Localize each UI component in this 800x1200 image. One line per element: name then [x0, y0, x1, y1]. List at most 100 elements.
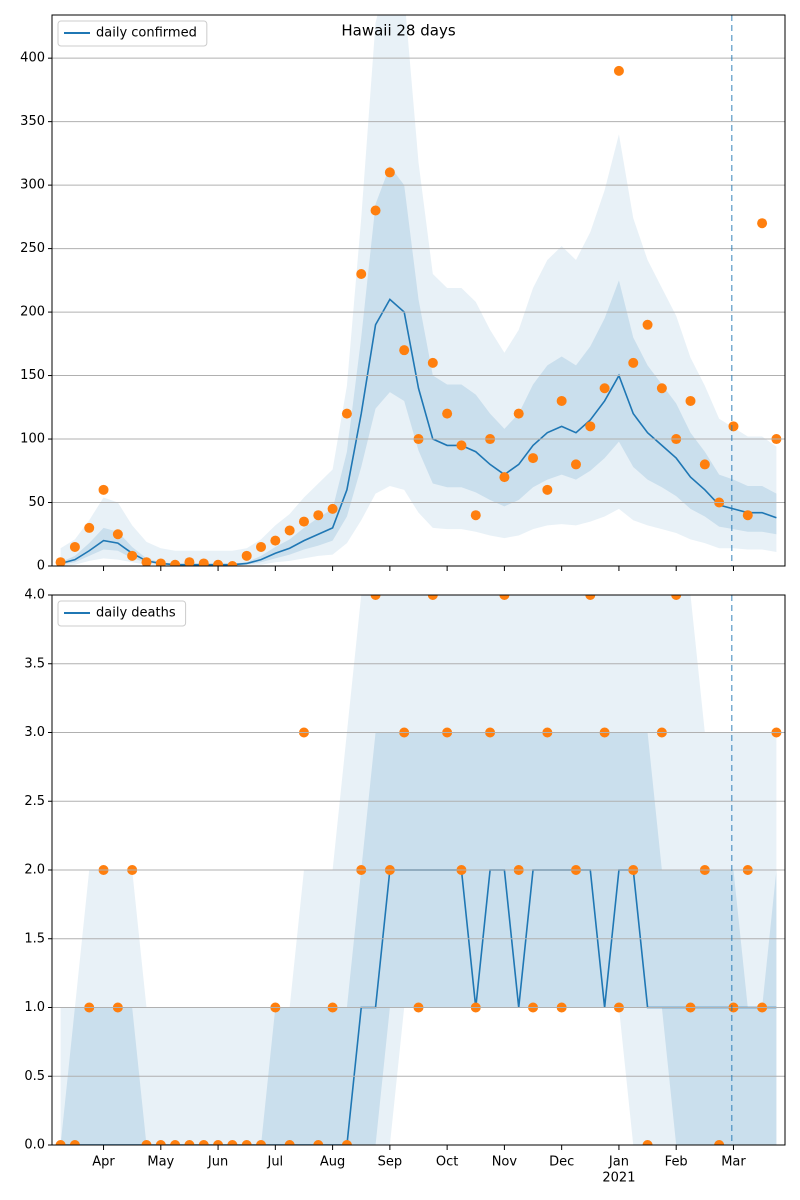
data-point: [356, 268, 367, 279]
confidence-band: [60, 15, 777, 566]
data-point: [227, 561, 238, 566]
data-point: [628, 357, 639, 368]
data-point: [542, 484, 553, 495]
x-tick-label: Dec: [549, 1155, 574, 1170]
data-point: [728, 421, 739, 432]
data-point: [170, 1140, 181, 1145]
data-point: [184, 1140, 195, 1145]
data-point: [198, 558, 209, 566]
data-point: [298, 516, 309, 527]
data-point: [98, 484, 109, 495]
x-tick-label: May: [147, 1155, 174, 1170]
data-point: [642, 1140, 653, 1145]
y-tick-label: 3.0: [24, 725, 45, 740]
data-point: [370, 205, 381, 216]
data-point: [313, 510, 324, 521]
data-point: [427, 595, 438, 600]
plot-frame: [51, 594, 786, 1146]
plot-frame: [51, 14, 786, 567]
data-point: [155, 558, 166, 566]
y-tick-label: 300: [20, 178, 45, 193]
data-point: [499, 472, 510, 483]
data-point: [399, 345, 410, 356]
data-point: [213, 1140, 224, 1145]
data-point: [227, 1140, 238, 1145]
data-point: [384, 167, 395, 178]
legend: daily deaths: [57, 600, 187, 627]
data-point: [198, 1140, 209, 1145]
x-tick-label: Mar: [721, 1155, 746, 1170]
data-point: [55, 557, 66, 566]
data-point: [256, 1140, 267, 1145]
plot-content: [55, 15, 782, 566]
y-tick-label: 400: [20, 51, 45, 66]
data-point: [241, 1140, 252, 1145]
y-tick-label: 1.5: [24, 931, 45, 946]
data-point: [427, 357, 438, 368]
x-tick-label: Feb: [665, 1155, 688, 1170]
x-tick-label: Jun: [207, 1155, 228, 1170]
data-point: [599, 383, 610, 394]
data-point: [55, 1140, 66, 1145]
x-tick-label: Jan: [608, 1155, 629, 1170]
y-tick-label: 250: [20, 241, 45, 256]
legend-label: daily deaths: [96, 606, 176, 621]
data-point: [613, 65, 624, 76]
data-point: [184, 557, 195, 566]
x-tick-label: Apr: [92, 1155, 115, 1170]
data-point: [757, 218, 768, 229]
data-point: [556, 395, 567, 406]
x-tick-label: Aug: [320, 1155, 345, 1170]
x-year-label: 2021: [602, 1171, 635, 1186]
data-point: [241, 550, 252, 561]
y-tick-label: 4.0: [24, 588, 45, 603]
y-tick-label: 350: [20, 114, 45, 129]
data-point: [84, 522, 95, 533]
data-point: [499, 595, 510, 600]
y-tick-label: 2.0: [24, 863, 45, 878]
data-point: [570, 459, 581, 470]
data-point: [671, 595, 682, 600]
data-point: [256, 541, 267, 552]
data-point: [585, 595, 596, 600]
y-tick-label: 0: [37, 559, 45, 574]
data-point: [656, 383, 667, 394]
data-point: [141, 557, 152, 566]
x-tick-label: Oct: [436, 1155, 458, 1170]
data-point: [284, 525, 295, 536]
x-tick-label: Nov: [492, 1155, 518, 1170]
confidence-band: [60, 166, 777, 566]
data-point: [284, 1140, 295, 1145]
data-point: [313, 1140, 324, 1145]
legend-label: daily confirmed: [96, 26, 197, 41]
legend-box: [57, 600, 187, 627]
plot-area: 0 50 100 150 200 250 300 350 400 Hawaii 28 days da…: [20, 14, 786, 574]
data-point: [685, 395, 696, 406]
y-tick-label: 200: [20, 305, 45, 320]
y-tick-label: 3.5: [24, 656, 45, 671]
data-point: [112, 529, 123, 540]
chart-title: Hawaii 28 days: [341, 22, 455, 40]
data-point: [513, 408, 524, 419]
data-point: [370, 595, 381, 600]
data-point: [327, 503, 338, 514]
y-tick-label: 0.0: [24, 1138, 45, 1153]
x-tick-label: Sep: [378, 1155, 403, 1170]
x-tick-label: Jul: [266, 1155, 283, 1170]
legend: daily confirmed: [57, 20, 208, 47]
data-point: [585, 421, 596, 432]
data-point: [213, 559, 224, 566]
data-point: [341, 1140, 352, 1145]
data-point: [456, 440, 467, 451]
data-point: [742, 510, 753, 521]
data-point: [69, 1140, 80, 1145]
data-point: [127, 550, 138, 561]
data-point: [528, 453, 539, 464]
plot-area: 0.0 0.5 1.0 1.5 2.0 2.5 3.0 3.5 4.0 Apr May Jun Jul A…: [24, 588, 786, 1186]
data-point: [341, 408, 352, 419]
data-point: [470, 510, 481, 521]
data-point: [714, 1140, 725, 1145]
data-point: [170, 559, 181, 566]
data-point: [141, 1140, 152, 1145]
